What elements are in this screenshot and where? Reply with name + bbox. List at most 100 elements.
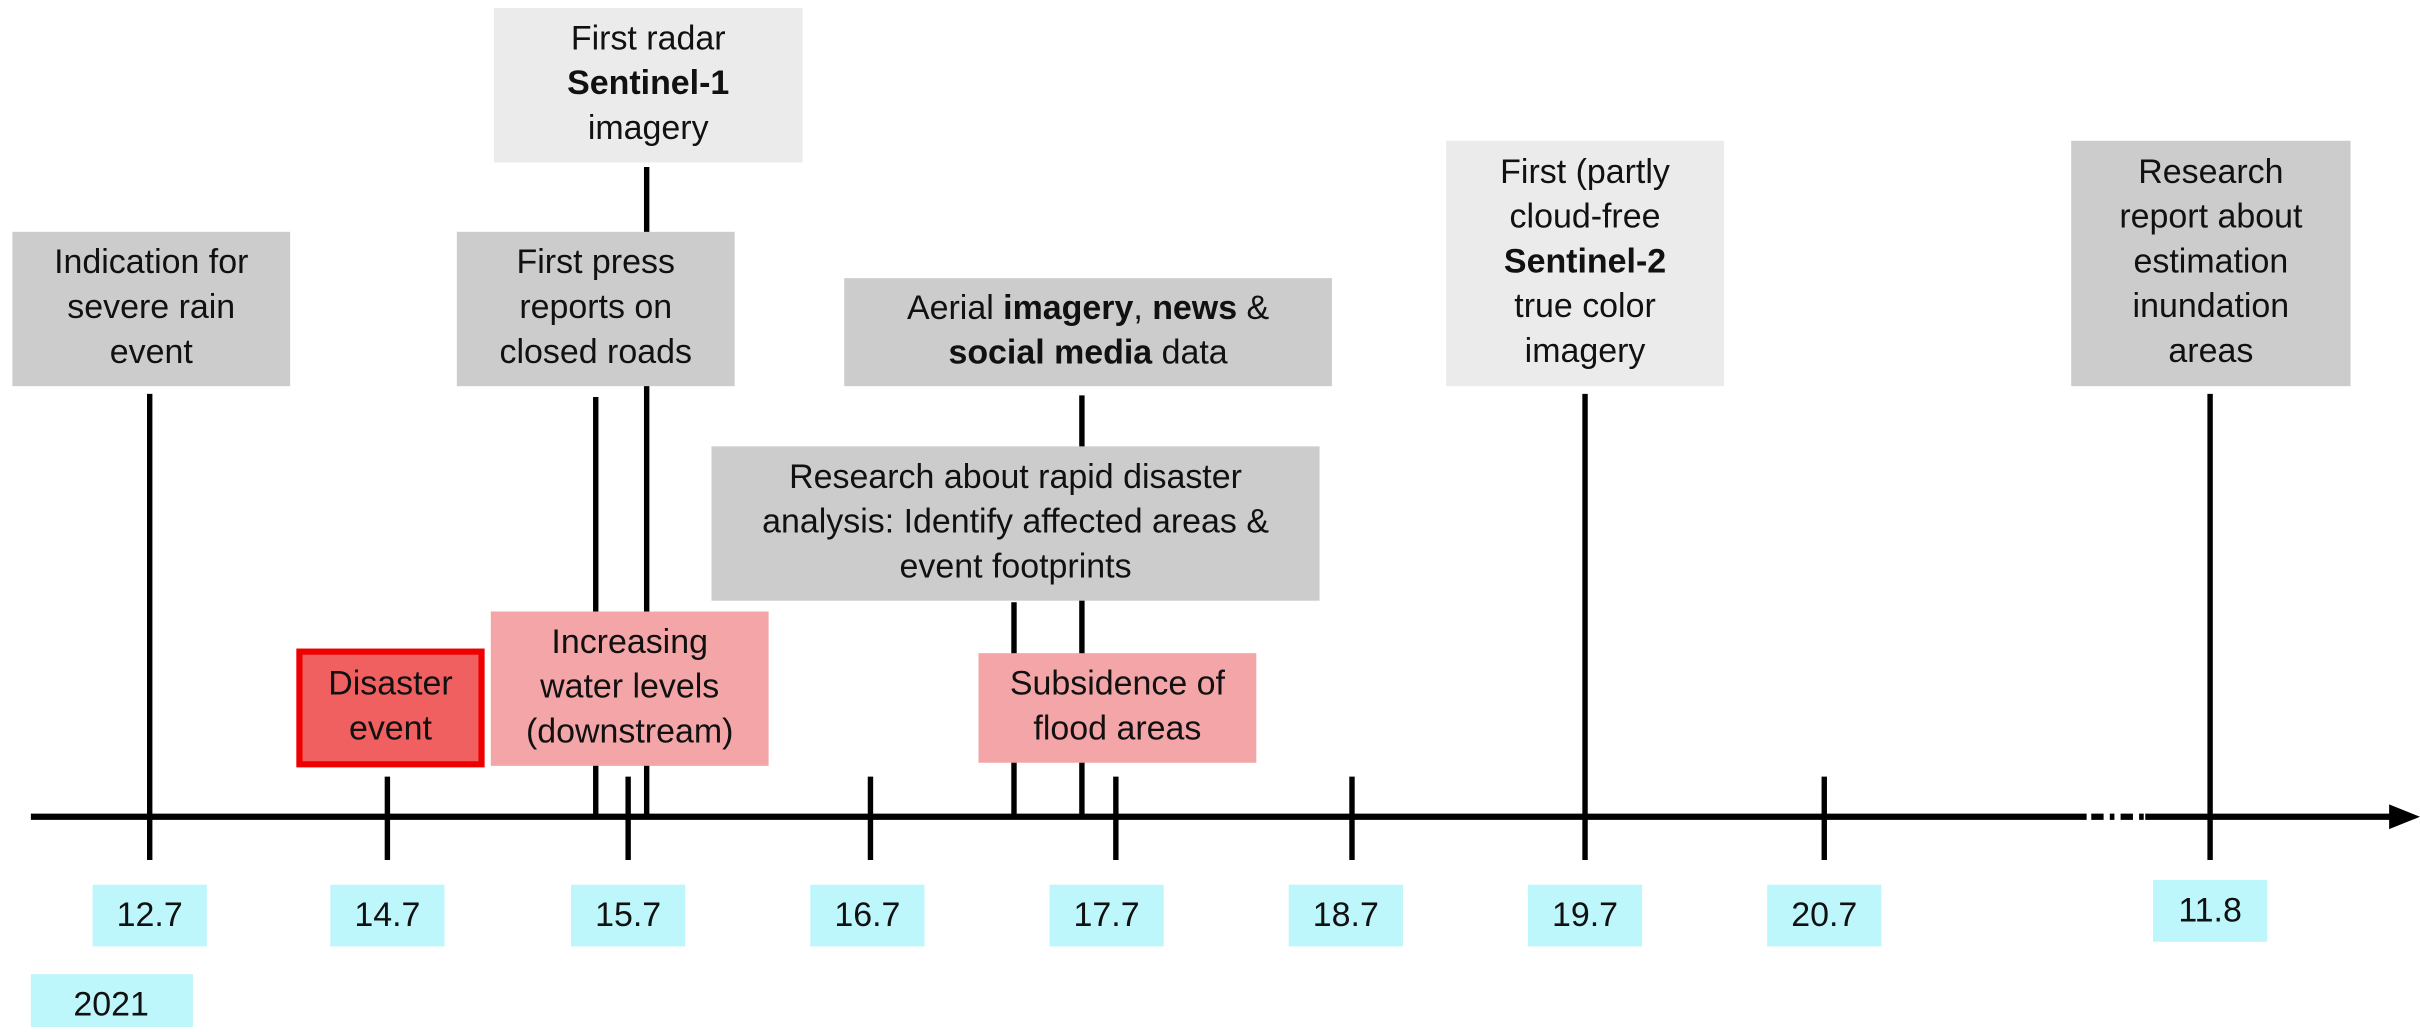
text-segment: severe rain <box>67 288 235 326</box>
text-segment: imagery <box>1525 332 1646 370</box>
box-text: reports on <box>519 288 672 326</box>
box-text: (downstream) <box>526 712 733 750</box>
text-segment: First (partly <box>1500 153 1670 191</box>
text-segment: Sentinel-2 <box>1504 242 1666 280</box>
event-box: Aerial imagery, news & social media data <box>844 278 1332 387</box>
box-bg <box>456 231 735 387</box>
box-text: imagery <box>1525 332 1646 370</box>
text-segment: cloud-free <box>1510 198 1661 236</box>
text-segment: estimation <box>2134 242 2289 280</box>
box-text: imagery <box>588 109 709 147</box>
text-segment: Research <box>2138 153 2283 191</box>
text-segment: Aerial <box>907 289 1003 327</box>
text-segment: event footprints <box>900 547 1132 585</box>
text-segment: Indication for <box>54 243 248 281</box>
text-segment: reports on <box>519 288 672 326</box>
text-segment: First press <box>517 243 675 281</box>
box-text: Research <box>2138 153 2283 191</box>
box-text: event <box>110 333 194 371</box>
year-bg <box>30 974 193 1030</box>
box-text: Aerial imagery, news & <box>907 289 1270 327</box>
text-segment: Subsidence of <box>1010 665 1226 703</box>
date-label: 15.7 <box>595 896 661 934</box>
event-box: First (partly cloud-free Sentinel-2 true co… <box>1446 140 1724 387</box>
box-text: First (partly <box>1500 153 1670 191</box>
box-text: First radar <box>571 19 726 57</box>
box-text: First press <box>517 243 675 281</box>
box-bg <box>711 446 1320 601</box>
text-segment: Sentinel-1 <box>567 64 729 102</box>
text-segment: flood areas <box>1033 709 1201 747</box>
event-box: Research report about estimation inundation… <box>2071 140 2351 387</box>
box-bg <box>1446 140 1724 387</box>
box-text: event footprints <box>900 547 1132 585</box>
date-bg <box>1527 884 1643 947</box>
box-text: Indication for <box>54 243 248 281</box>
text-segment: areas <box>2168 332 2253 370</box>
event-box: First radar Sentinel-1 imagery <box>493 8 803 163</box>
text-segment: Disaster <box>328 665 452 703</box>
text-segment: report about <box>2119 198 2303 236</box>
event-box: Subsidence of flood areas <box>978 653 1257 763</box>
text-segment: event <box>110 333 194 371</box>
box-bg <box>296 648 485 768</box>
text-segment: closed roads <box>500 333 692 371</box>
box-text: true color <box>1514 287 1655 325</box>
date-label: 14.7 <box>354 896 420 934</box>
box-text: areas <box>2168 332 2253 370</box>
box-text: flood areas <box>1033 709 1201 747</box>
date-bg <box>2152 880 2268 942</box>
date-bg <box>330 884 445 947</box>
event-box: First press reports on closed roads <box>456 231 735 387</box>
text-segment: Increasing <box>551 623 708 661</box>
box-bg <box>978 653 1257 763</box>
box-text: inundation <box>2133 287 2290 325</box>
text-segment: social media <box>948 334 1153 372</box>
box-text: social media data <box>948 334 1227 372</box>
box-bg <box>12 231 291 387</box>
text-segment: true color <box>1514 287 1655 325</box>
event-box: Research about rapid disaster analysis: I… <box>711 446 1320 601</box>
date-label: 16.7 <box>834 896 900 934</box>
box-text: closed roads <box>500 333 692 371</box>
text-segment: data <box>1152 334 1228 372</box>
box-bg <box>844 278 1332 387</box>
text-segment: imagery <box>1003 289 1133 327</box>
box-bg <box>490 611 769 766</box>
date-label: 12.7 <box>117 896 183 934</box>
box-text: Disaster <box>328 665 452 703</box>
date-label: 18.7 <box>1313 896 1379 934</box>
box-text: event <box>349 709 433 747</box>
text-segment: Research about rapid disaster <box>789 458 1242 496</box>
text-segment: inundation <box>2133 287 2290 325</box>
text-segment: event <box>349 709 433 747</box>
date-bg <box>571 884 686 947</box>
year-label: 2021 <box>73 986 149 1024</box>
box-text: Sentinel-1 <box>567 64 729 102</box>
date-bg <box>810 884 925 947</box>
date-bg <box>1767 884 1882 947</box>
date-label: 17.7 <box>1074 896 1140 934</box>
text-segment: water levels <box>539 668 719 706</box>
box-text: cloud-free <box>1510 198 1661 236</box>
date-label: 20.7 <box>1791 896 1857 934</box>
date-label: 11.8 <box>2178 891 2242 929</box>
text-segment: First radar <box>571 19 726 57</box>
date-bg <box>1288 884 1403 947</box>
event-box: Disaster event <box>296 648 485 768</box>
text-segment: imagery <box>588 109 709 147</box>
date-bg <box>92 884 207 947</box>
box-bg <box>2071 140 2351 387</box>
box-text: estimation <box>2134 242 2289 280</box>
text-segment: (downstream) <box>526 712 733 750</box>
text-segment: news <box>1152 289 1237 327</box>
box-text: severe rain <box>67 288 235 326</box>
date-label: 19.7 <box>1552 896 1618 934</box>
box-text: Subsidence of <box>1010 665 1226 703</box>
box-text: Increasing <box>551 623 708 661</box>
text-segment: , <box>1133 289 1152 327</box>
text-segment: analysis: Identify affected areas & <box>762 503 1269 541</box>
box-text: water levels <box>539 668 719 706</box>
